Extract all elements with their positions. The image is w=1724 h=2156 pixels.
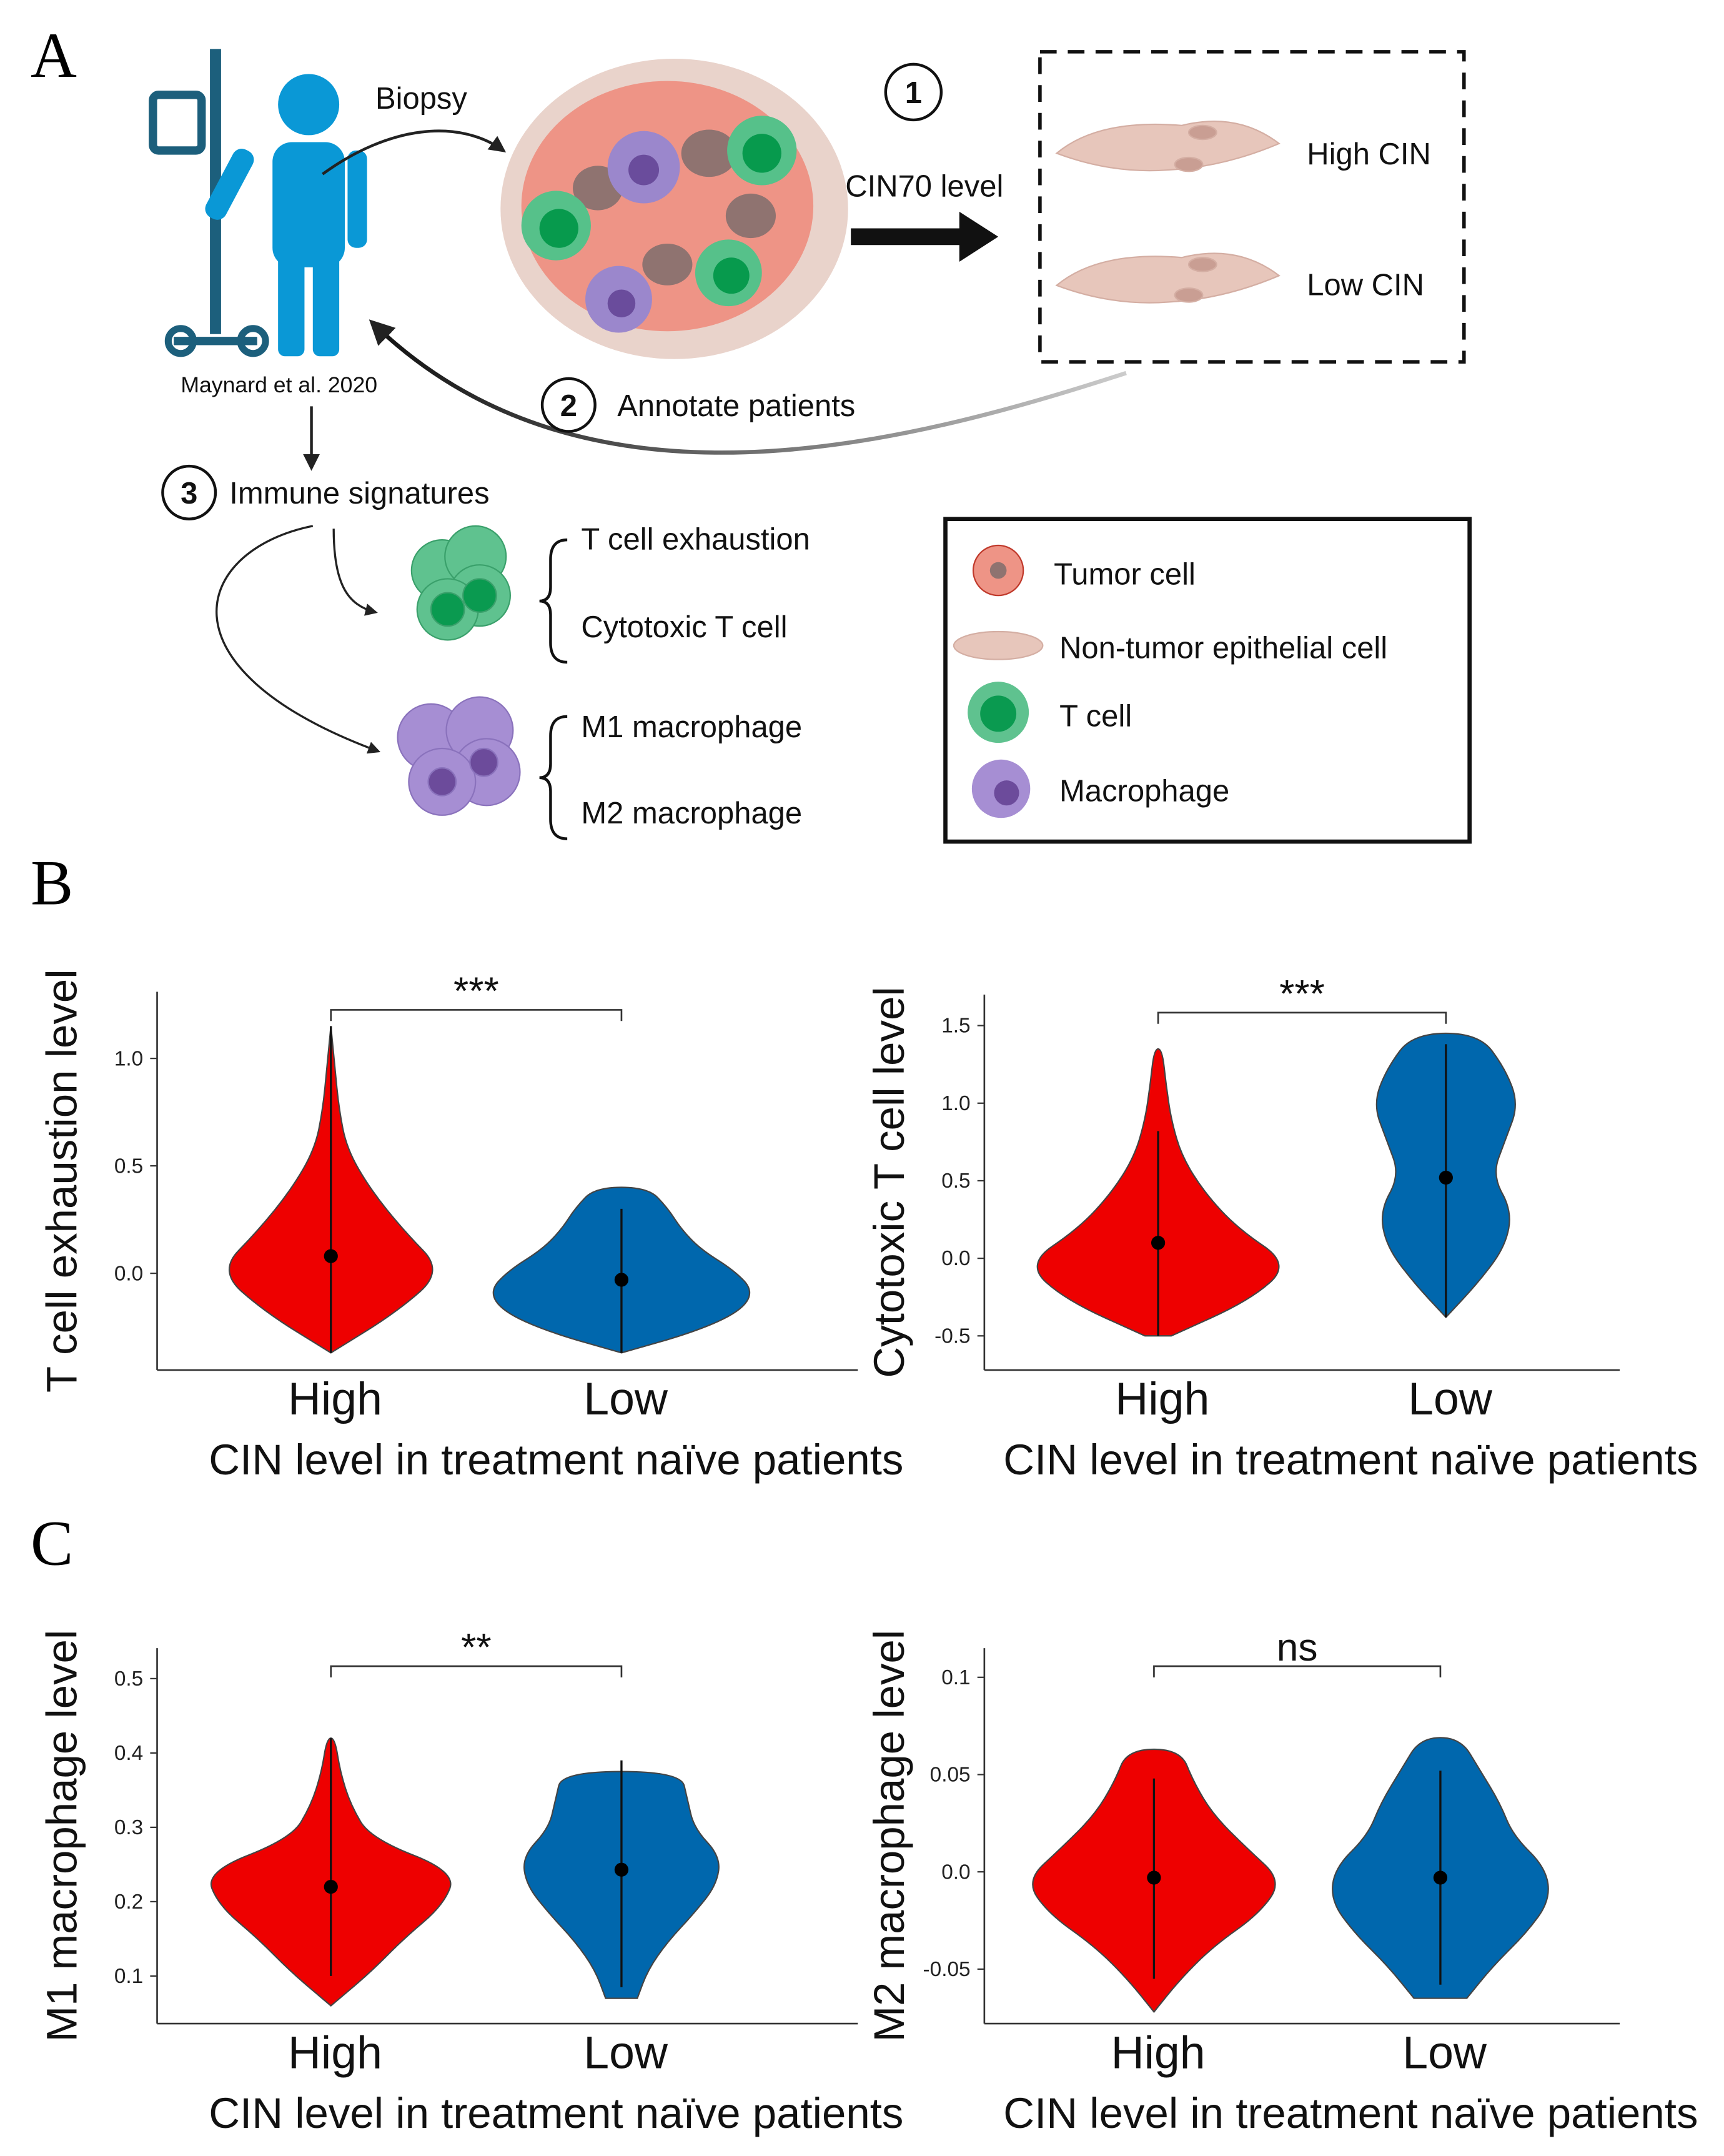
- legend-label: Tumor cell: [1054, 557, 1196, 591]
- x-tick-label: High: [288, 1373, 382, 1424]
- y-tick-label: 0.0: [114, 1262, 143, 1285]
- median-point: [324, 1879, 338, 1894]
- x-tick-label: Low: [1402, 2027, 1487, 2078]
- epithelial-icons: [1055, 120, 1281, 304]
- median-point: [1439, 1170, 1453, 1185]
- median-point: [1151, 1236, 1166, 1250]
- significance-bracket: [330, 1665, 623, 1677]
- arrow: [332, 529, 378, 616]
- y-tick-label: 0.1: [941, 1666, 970, 1689]
- y-tick-label: 0.3: [114, 1816, 143, 1839]
- median-point: [1147, 1870, 1161, 1885]
- arrow: [216, 525, 381, 754]
- y-tick-label: -0.05: [923, 1958, 971, 1981]
- panel-label: A: [31, 21, 77, 91]
- y-tick-label: 1.0: [114, 1047, 143, 1070]
- y-tick-label: 0.1: [114, 1965, 143, 1988]
- y-tick-label: 0.2: [114, 1890, 143, 1914]
- step-badge: [540, 377, 597, 433]
- legend-box: [943, 517, 1472, 844]
- step-number: 2: [560, 389, 577, 423]
- patient-icon: [149, 49, 367, 357]
- x-tick-label: High: [1115, 1373, 1209, 1424]
- x-tick-label: Low: [583, 2027, 668, 2078]
- significance-bracket: [1157, 1011, 1447, 1024]
- y-tick-label: 0.4: [114, 1742, 143, 1765]
- y-tick-label: 0.5: [114, 1667, 143, 1691]
- step-badge: [884, 62, 943, 122]
- step-badge: [161, 464, 217, 520]
- step-number: 1: [905, 76, 922, 110]
- label: Immune signatures: [229, 477, 489, 510]
- x-axis-title: CIN level in treatment naïve patients: [1003, 1436, 1698, 1484]
- x-tick-label: Low: [1408, 1373, 1493, 1424]
- y-axis-title: Cytotoxic T cell level: [865, 986, 913, 1378]
- step-number: 3: [181, 477, 197, 510]
- x-tick-label: High: [288, 2027, 382, 2078]
- significance-label: **: [461, 1626, 492, 1669]
- label: Cytotoxic T cell: [581, 610, 787, 644]
- label: M1 macrophage: [581, 710, 802, 744]
- y-tick-label: 1.5: [941, 1015, 970, 1038]
- legend-label: Non-tumor epithelial cell: [1059, 631, 1387, 665]
- x-axis-title: CIN level in treatment naïve patients: [209, 2089, 903, 2137]
- label: Annotate patients: [617, 389, 855, 423]
- significance-label: ***: [453, 970, 499, 1013]
- y-tick-label: 1.0: [941, 1092, 970, 1115]
- brace: [539, 715, 568, 840]
- median-point: [614, 1862, 629, 1877]
- legend-label: T cell: [1059, 699, 1132, 733]
- significance-bracket: [1153, 1665, 1442, 1677]
- y-tick-label: 0.0: [941, 1860, 970, 1884]
- panel-label: C: [31, 1509, 73, 1579]
- label: High CIN: [1307, 137, 1431, 171]
- brace: [539, 538, 568, 664]
- x-axis-title: CIN level in treatment naïve patients: [1003, 2089, 1698, 2137]
- y-axis-title: M2 macrophage level: [865, 1630, 913, 2042]
- label: Biopsy: [375, 82, 467, 116]
- y-tick-label: 0.5: [941, 1170, 970, 1193]
- significance-bracket: [330, 1009, 623, 1021]
- label: Low CIN: [1307, 268, 1424, 302]
- panel-label: B: [31, 848, 73, 918]
- median-point: [614, 1273, 629, 1287]
- arrow: [369, 319, 1127, 455]
- citation: Maynard et al. 2020: [181, 372, 377, 397]
- label: M2 macrophage: [581, 797, 802, 830]
- y-tick-label: -0.5: [934, 1324, 971, 1348]
- legend-icon: [953, 630, 1044, 660]
- label: CIN70 level: [845, 169, 1003, 203]
- arrow: [322, 129, 507, 176]
- arrow: [851, 211, 999, 262]
- label: T cell exhaustion: [581, 523, 810, 557]
- box: [1038, 50, 1466, 364]
- legend-label: Macrophage: [1059, 775, 1229, 808]
- x-tick-label: Low: [583, 1373, 668, 1424]
- x-axis-title: CIN level in treatment naïve patients: [209, 1436, 903, 1484]
- y-tick-label: 0.5: [114, 1155, 143, 1178]
- x-tick-label: High: [1111, 2027, 1206, 2078]
- macrophage-cluster: [397, 696, 521, 816]
- y-tick-label: 0.0: [941, 1247, 970, 1270]
- significance-label: ***: [1279, 973, 1325, 1016]
- y-axis-title: M1 macrophage level: [37, 1630, 86, 2042]
- y-axis-title: T cell exhaustion level: [37, 969, 86, 1393]
- y-tick-label: 0.05: [930, 1764, 971, 1787]
- significance-label: ns: [1277, 1626, 1318, 1669]
- tcell-cluster: [410, 525, 511, 641]
- median-point: [324, 1249, 338, 1263]
- median-point: [1433, 1870, 1448, 1885]
- tumor-icon: [500, 58, 848, 359]
